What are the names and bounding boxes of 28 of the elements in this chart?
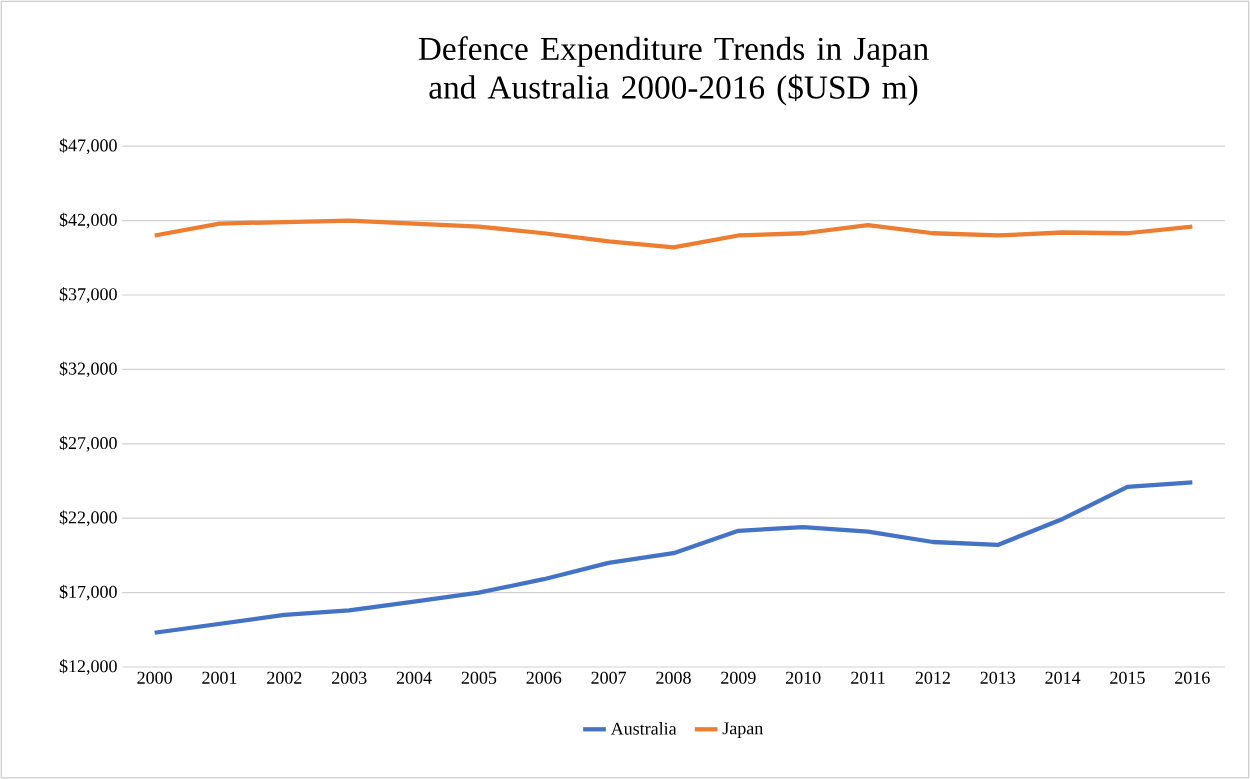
x-tick-label: 2009: [721, 671, 756, 684]
x-tick-label: 2005: [461, 671, 497, 684]
x-tick-label: 2012: [915, 671, 950, 684]
x-tick-label: 2011: [851, 671, 885, 684]
x-tick-label: 2013: [980, 671, 1016, 684]
x-tick-label: 2004: [396, 671, 432, 684]
x-tick-label: 2008: [656, 671, 691, 684]
x-tick-label: 2003: [332, 671, 367, 684]
y-tick-label: $17,000: [59, 584, 117, 601]
y-tick-label: $12,000: [59, 659, 117, 675]
x-tick-label: 2014: [1045, 671, 1081, 684]
x-tick-label: 2006: [526, 671, 562, 684]
y-tick-label: $37,000: [59, 287, 117, 303]
x-tick-label: 2016: [1175, 671, 1210, 684]
legend-label: Japan: [722, 722, 764, 738]
x-tick-label: 2000: [137, 671, 172, 684]
y-tick-label: $42,000: [59, 212, 117, 229]
chart-title: Defence Expenditure Trends in Japan and Australia 2000-2016 ($USD m): [418, 36, 929, 106]
y-tick-label: $32,000: [59, 361, 117, 378]
x-tick-label: 2007: [591, 671, 627, 684]
x-tick-label: 2010: [785, 671, 821, 684]
y-tick-label: $27,000: [59, 435, 117, 452]
x-tick-label: 2015: [1110, 671, 1145, 684]
y-tick-label: $47,000: [59, 138, 117, 154]
legend-label: Australia: [610, 721, 677, 735]
x-tick-label: 2002: [267, 671, 302, 684]
y-tick-label: $22,000: [59, 510, 117, 526]
x-tick-label: 2001: [202, 671, 237, 684]
